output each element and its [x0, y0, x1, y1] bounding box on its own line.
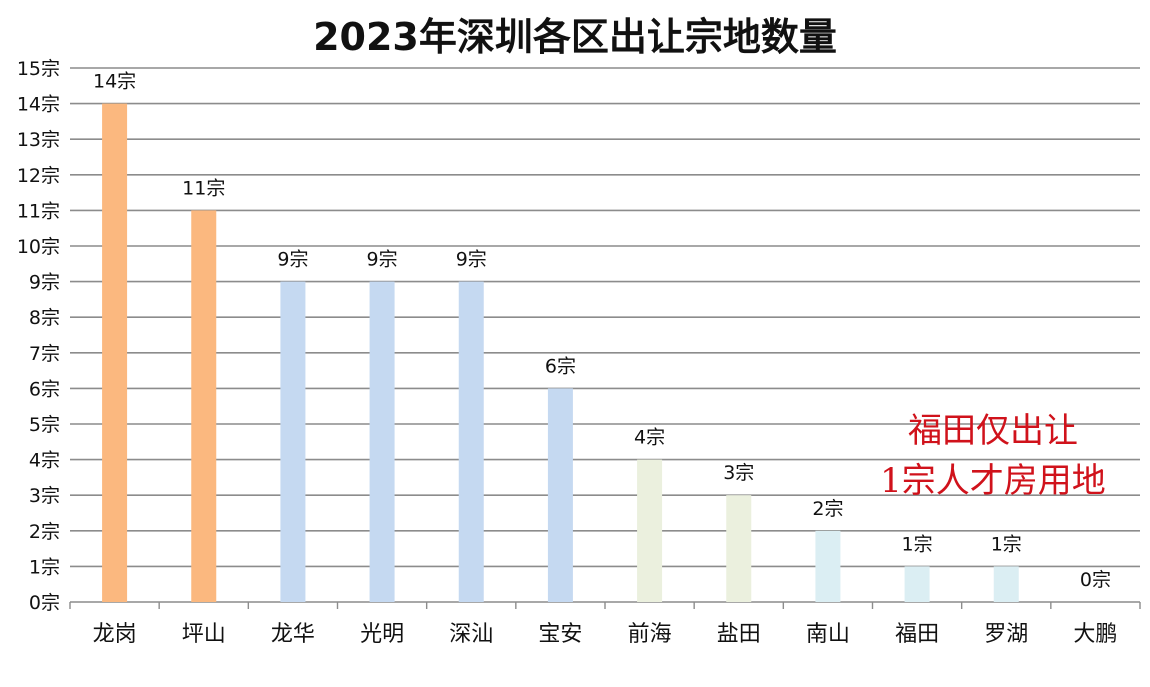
bar	[547, 388, 573, 602]
y-tick-label: 12宗	[17, 165, 60, 187]
data-label: 6宗	[545, 355, 576, 377]
data-label: 3宗	[723, 462, 754, 484]
bar	[815, 530, 841, 602]
data-label: 9宗	[367, 249, 398, 271]
y-tick-label: 5宗	[29, 414, 60, 436]
bar	[102, 103, 128, 602]
category-label: 盐田	[717, 622, 761, 647]
y-tick-label: 2宗	[29, 521, 60, 543]
data-label: 11宗	[182, 177, 225, 199]
category-label: 龙华	[271, 622, 315, 647]
y-tick-label: 3宗	[29, 485, 60, 507]
bar	[458, 281, 484, 602]
chart-title: 2023年深圳各区出让宗地数量	[313, 15, 837, 59]
bar	[904, 566, 930, 602]
bar	[369, 281, 395, 602]
category-label: 罗湖	[984, 622, 1028, 647]
annotation-line: 福田仅出让	[908, 411, 1078, 451]
y-tick-label: 6宗	[29, 378, 60, 400]
y-tick-label: 7宗	[29, 343, 60, 365]
y-tick-label: 9宗	[29, 272, 60, 294]
category-label: 深汕	[449, 622, 493, 647]
y-tick-label: 15宗	[17, 58, 60, 80]
data-label: 1宗	[991, 533, 1022, 555]
bar	[280, 281, 306, 602]
data-label: 1宗	[902, 533, 933, 555]
bar	[993, 566, 1019, 602]
y-tick-label: 8宗	[29, 307, 60, 329]
data-label: 9宗	[456, 249, 487, 271]
bar	[726, 495, 752, 602]
category-label: 宝安	[538, 622, 582, 647]
y-tick-label: 14宗	[17, 94, 60, 116]
annotation-note: 福田仅出让 1宗人才房用地	[858, 406, 1128, 506]
data-label: 9宗	[277, 249, 308, 271]
y-tick-label: 1宗	[29, 556, 60, 578]
y-tick-label: 0宗	[29, 592, 60, 614]
y-tick-label: 10宗	[17, 236, 60, 258]
category-label: 龙岗	[93, 622, 137, 647]
bar	[637, 459, 663, 602]
category-label: 前海	[628, 622, 672, 647]
data-label: 0宗	[1080, 569, 1111, 591]
category-label: 福田	[895, 622, 939, 647]
category-label: 大鹏	[1073, 622, 1117, 647]
annotation-line: 1宗人才房用地	[880, 461, 1106, 501]
y-tick-label: 4宗	[29, 450, 60, 472]
y-tick-label: 11宗	[17, 200, 60, 222]
data-label: 2宗	[812, 498, 843, 520]
bar	[191, 210, 217, 602]
category-label: 南山	[806, 622, 850, 647]
category-label: 坪山	[182, 622, 226, 647]
data-label: 14宗	[93, 71, 136, 93]
category-label: 光明	[360, 622, 404, 647]
data-label: 4宗	[634, 427, 665, 449]
y-tick-label: 13宗	[17, 129, 60, 151]
